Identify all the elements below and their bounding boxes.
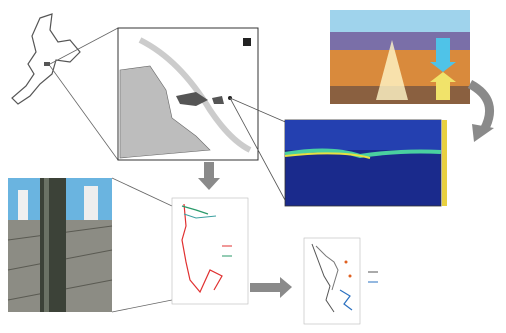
study-map: [118, 28, 258, 160]
region-outline: [12, 14, 80, 104]
zoom-line: [50, 66, 118, 160]
mast: [84, 186, 98, 220]
pole: [40, 178, 66, 312]
comparison-plot: [304, 238, 378, 324]
graphical-abstract: [0, 0, 506, 333]
region-marker: [44, 62, 50, 66]
spectrogram: [285, 120, 447, 206]
profile-plot: [172, 198, 248, 304]
point-orange: [349, 275, 352, 278]
photo: [8, 178, 112, 312]
arrow-blue: [436, 38, 450, 62]
mast: [18, 190, 28, 220]
zoom-line: [112, 300, 172, 312]
zoom-line: [112, 178, 172, 206]
band-upper: [285, 120, 441, 150]
right-arrow-head: [280, 277, 292, 298]
right-arrow: [250, 283, 280, 292]
sky-layer: [330, 10, 470, 32]
point-orange: [345, 261, 348, 264]
site-marker: [243, 38, 251, 46]
curved-arrow: [470, 84, 490, 130]
down-arrow: [204, 162, 214, 178]
colorbar: [442, 120, 447, 206]
arrow-yellow: [436, 82, 450, 100]
pole-highlight: [44, 178, 49, 312]
ice-schematic: [330, 10, 470, 104]
down-arrow-head: [198, 178, 220, 190]
plot-frame: [304, 238, 360, 324]
curved-arrow-head: [472, 124, 494, 142]
